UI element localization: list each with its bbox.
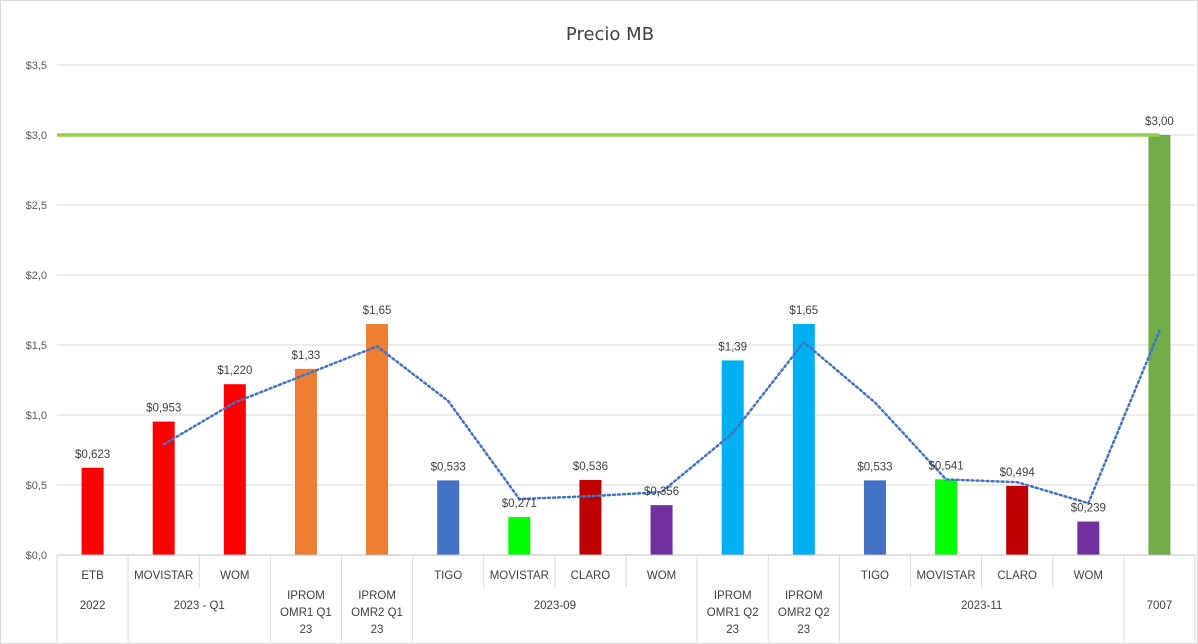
y-tick-label: $3,5 — [26, 60, 47, 72]
data-label: $0,623 — [75, 449, 110, 461]
y-tick-label: $2,0 — [26, 270, 47, 282]
x-category-label: OMR1 Q1 — [280, 607, 332, 619]
y-tick-label: $0,5 — [26, 480, 47, 492]
bar — [1077, 521, 1100, 555]
x-group-label: 2023-11 — [961, 600, 1002, 612]
bar — [366, 324, 389, 555]
x-category-label: 23 — [726, 624, 739, 636]
x-group-label: 7007 — [1147, 600, 1173, 612]
x-group-label: 2023 - Q1 — [174, 600, 225, 612]
bar — [863, 480, 886, 555]
data-label: $1,65 — [363, 305, 392, 317]
data-label: $0,541 — [928, 460, 963, 472]
data-label: $0,494 — [1000, 467, 1036, 479]
bar — [294, 368, 317, 555]
bar — [1148, 135, 1171, 555]
data-label: $0,536 — [573, 461, 608, 473]
y-tick-label: $0,0 — [26, 550, 47, 562]
x-category-label: OMR2 Q2 — [778, 607, 830, 619]
bar — [1006, 485, 1029, 555]
bar — [437, 480, 460, 555]
bar — [152, 421, 175, 555]
data-label: $1,220 — [217, 365, 252, 377]
bar — [721, 360, 744, 555]
bar — [935, 479, 958, 555]
data-label: $1,39 — [718, 341, 747, 353]
data-label: $3,00 — [1145, 116, 1174, 128]
y-tick-label: $3,0 — [26, 130, 47, 142]
bars — [81, 135, 1171, 555]
y-tick-label: $1,0 — [26, 410, 47, 422]
x-category-label: WOM — [220, 570, 249, 582]
x-category-label: 23 — [300, 624, 313, 636]
data-label: $0,533 — [431, 461, 466, 473]
bar — [223, 384, 246, 555]
x-category-label: IPROM — [358, 590, 396, 602]
x-category-label: MOVISTAR — [916, 570, 975, 582]
x-category-label: TIGO — [861, 570, 889, 582]
x-category-label: WOM — [1074, 570, 1103, 582]
y-tick-label: $2,5 — [26, 200, 47, 212]
bar — [81, 467, 104, 555]
x-category-label: 23 — [797, 624, 810, 636]
x-category-label: CLARO — [997, 570, 1037, 582]
x-category-label: 23 — [371, 624, 384, 636]
x-axis: 2022 2023 - Q1 2023-09 2023-11 7007 ETB MOVIST… — [56, 554, 1196, 642]
x-category-label: MOVISTAR — [134, 570, 193, 582]
x-category-label: OMR2 Q1 — [351, 607, 403, 619]
data-label: $1,33 — [292, 350, 321, 362]
data-label: $0,953 — [146, 403, 181, 415]
x-category-label: OMR1 Q2 — [707, 607, 759, 619]
y-tick-label: $1,5 — [26, 340, 47, 352]
bar — [650, 505, 673, 555]
x-group-label: 2022 — [80, 600, 106, 612]
x-category-label: ETB — [81, 570, 104, 582]
data-labels: $0,623 $0,953 $1,220 $1,33 $1,65 $0,533 $0,271… — [75, 116, 1174, 515]
bar — [508, 517, 531, 555]
data-label: $0,533 — [857, 461, 892, 473]
y-axis-tick-labels: $0,0 $0,5 $1,0 $1,5 $2,0 $2,5 $3,0 $3,5 — [26, 60, 47, 562]
x-category-label: IPROM — [714, 590, 752, 602]
x-category-label: IPROM — [785, 590, 823, 602]
chart-title: Precio MB — [566, 24, 654, 45]
trendline — [162, 329, 1161, 505]
data-label: $0,239 — [1071, 503, 1106, 515]
x-category-label: CLARO — [571, 570, 611, 582]
x-group-label: 2023-09 — [534, 600, 576, 612]
data-label: $1,65 — [789, 305, 818, 317]
bar — [579, 479, 602, 555]
trendline-path — [162, 329, 1161, 505]
x-category-label: TIGO — [434, 570, 462, 582]
x-category-label: WOM — [647, 570, 676, 582]
x-category-label: MOVISTAR — [490, 570, 549, 582]
data-label: $0,356 — [644, 486, 679, 498]
x-category-label: IPROM — [287, 590, 325, 602]
data-label: $0,271 — [502, 498, 537, 510]
bar — [792, 324, 815, 555]
